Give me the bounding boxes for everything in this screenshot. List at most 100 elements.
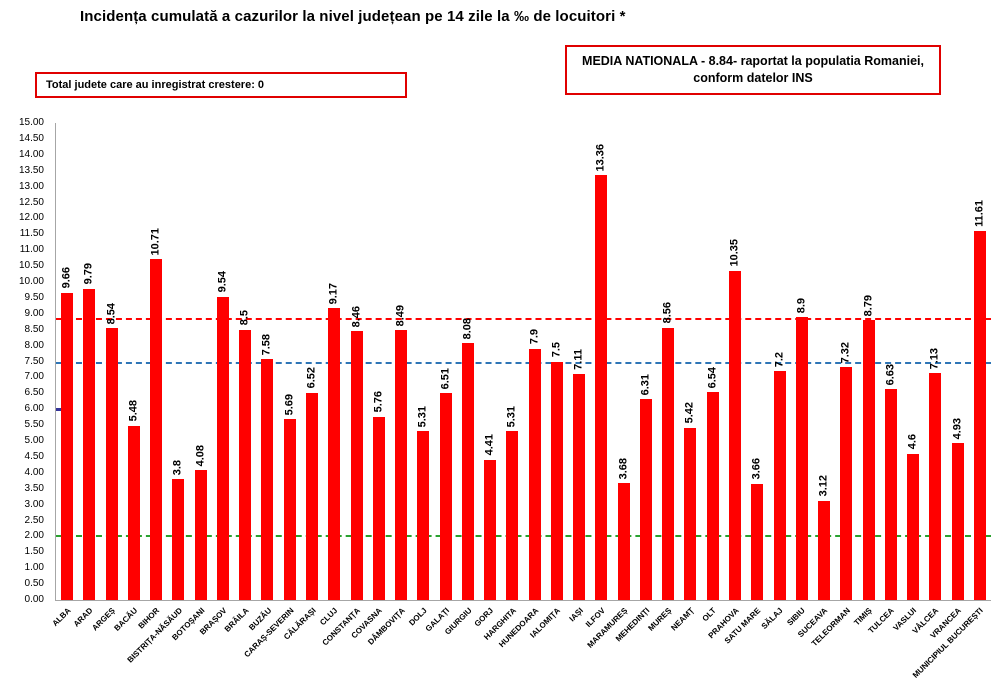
growth-counties-box: Total judete care au inregistrat crester… <box>35 72 407 98</box>
bar <box>261 358 274 600</box>
bar-value-label: 5.31 <box>416 405 429 428</box>
bar <box>506 431 519 600</box>
y-axis-tick-label: 5.00 <box>24 435 44 446</box>
bar-value-label: 4.93 <box>951 417 964 440</box>
bar <box>283 419 296 600</box>
y-axis-tick-label: 5.50 <box>24 419 44 431</box>
y-axis-tick-label: 14.50 <box>18 132 44 144</box>
bar-value-label: 8.46 <box>350 305 363 327</box>
plot-area: 9.66 9.79 8.54 5.48 10.71 3.8 4.08 9.54 8.5 7.58 5… <box>55 123 991 601</box>
y-axis-tick-label: 12.00 <box>18 212 44 224</box>
y-axis-tick-label: 2.50 <box>24 514 44 526</box>
x-axis-category-label: ARGEȘ <box>90 606 118 633</box>
bar <box>862 320 875 600</box>
bar-value-label: 7.11 <box>572 349 585 370</box>
bar-value-label: 11.61 <box>973 199 986 227</box>
bar-value-label: 3.66 <box>750 458 763 480</box>
bar <box>194 470 207 600</box>
y-axis-tick-label: 14.00 <box>18 148 44 160</box>
bar-value-label: 7.9 <box>528 329 541 345</box>
bar-value-label: 3.8 <box>171 459 184 476</box>
bar-value-label: 6.54 <box>706 366 719 389</box>
y-axis-tick-label: 13.00 <box>18 180 44 192</box>
bar <box>150 259 163 600</box>
y-axis-tick-label: 1.00 <box>24 562 44 574</box>
bar <box>417 431 430 600</box>
bar <box>127 425 140 600</box>
bar-value-label: 9.66 <box>60 267 73 289</box>
bar <box>751 483 764 600</box>
y-axis-tick-label: 11.00 <box>19 244 44 256</box>
bar <box>61 292 74 600</box>
y-axis-tick-label: 3.00 <box>24 498 44 510</box>
bar-value-label: 3.68 <box>617 457 630 479</box>
bar-value-label: 8.08 <box>461 317 474 340</box>
bar-value-label: 9.17 <box>327 282 340 305</box>
y-axis-tick-label: 2.00 <box>24 530 44 542</box>
bar <box>216 296 229 600</box>
bar-value-label: 7.2 <box>773 351 785 368</box>
bar-value-label: 4.6 <box>906 434 919 450</box>
x-axis-category-label: MUREȘ <box>646 606 674 633</box>
bar <box>461 343 474 600</box>
y-axis-tick-label: 0.50 <box>24 578 44 590</box>
bar <box>172 479 185 600</box>
bar <box>372 416 385 600</box>
bar-value-label: 8.79 <box>862 295 875 317</box>
bar-value-label: 7.5 <box>550 342 563 358</box>
chart-title: Incidența cumulată a cazurilor la nivel … <box>80 8 626 25</box>
bar-value-label: 10.71 <box>149 227 162 256</box>
bar-value-label: 7.58 <box>260 333 273 355</box>
bar-value-label: 8.49 <box>394 304 407 327</box>
bar-value-label: 7.13 <box>928 347 941 370</box>
bar-value-label: 9.54 <box>216 271 229 293</box>
bar-value-label: 6.52 <box>305 367 318 389</box>
bar <box>617 482 630 600</box>
y-axis-tick-label: 6.50 <box>24 387 44 399</box>
bar <box>528 348 541 600</box>
bar-value-label: 5.48 <box>127 400 140 422</box>
bar-value-label: 8.9 <box>795 297 808 313</box>
bar <box>439 392 452 600</box>
bar <box>728 270 741 600</box>
bar <box>951 443 964 600</box>
y-axis-tick-label: 15.00 <box>18 117 44 128</box>
bar <box>773 371 786 600</box>
bar <box>973 230 986 600</box>
green-reference-line <box>56 535 991 538</box>
y-axis-tick-label: 3.50 <box>24 482 44 494</box>
y-axis-tick-label: 7.50 <box>24 355 44 367</box>
bar <box>884 389 897 600</box>
bar <box>83 288 96 600</box>
national-average-reference-line <box>56 317 991 320</box>
y-axis-tick-label: 13.50 <box>18 164 44 176</box>
bar <box>350 330 363 600</box>
bar <box>595 175 608 600</box>
bar-value-label: 10.35 <box>728 239 741 267</box>
y-axis-tick-label: 8.50 <box>24 323 44 335</box>
bar <box>306 392 318 600</box>
bar-value-label: 3.12 <box>817 475 830 497</box>
bar <box>795 316 808 600</box>
y-axis-tick-label: 4.50 <box>24 450 44 462</box>
national-average-box: MEDIA NATIONALA - 8.84- raportat la popu… <box>565 45 941 95</box>
y-axis-tick-label: 7.00 <box>24 371 44 383</box>
y-axis-tick-label: 9.00 <box>24 307 44 319</box>
bar-value-label: 8.5 <box>238 310 251 326</box>
y-axis-tick-label: 10.00 <box>18 276 44 287</box>
y-axis-tick-label: 8.00 <box>24 339 44 351</box>
bar <box>239 329 252 600</box>
x-axis-labels: ALBA ARAD ARGEȘ BACĂU BIHOR BISTRIȚA-NĂSĂUD BO… <box>50 604 990 688</box>
y-axis-tick-label: 10.50 <box>18 260 44 272</box>
bar <box>684 427 697 600</box>
y-axis-tick-label: 4.00 <box>24 466 44 478</box>
bar <box>105 328 118 600</box>
national-average-line2: conform datelor INS <box>693 71 813 85</box>
y-axis-tick-label: 6.00 <box>24 403 44 415</box>
bar-value-label: 5.31 <box>505 405 518 428</box>
bar-value-label: 5.69 <box>283 393 296 416</box>
bar-value-label: 7.32 <box>839 341 852 364</box>
bar-value-label: 5.76 <box>372 391 385 413</box>
x-axis-category-label: BACĂU <box>112 606 140 633</box>
